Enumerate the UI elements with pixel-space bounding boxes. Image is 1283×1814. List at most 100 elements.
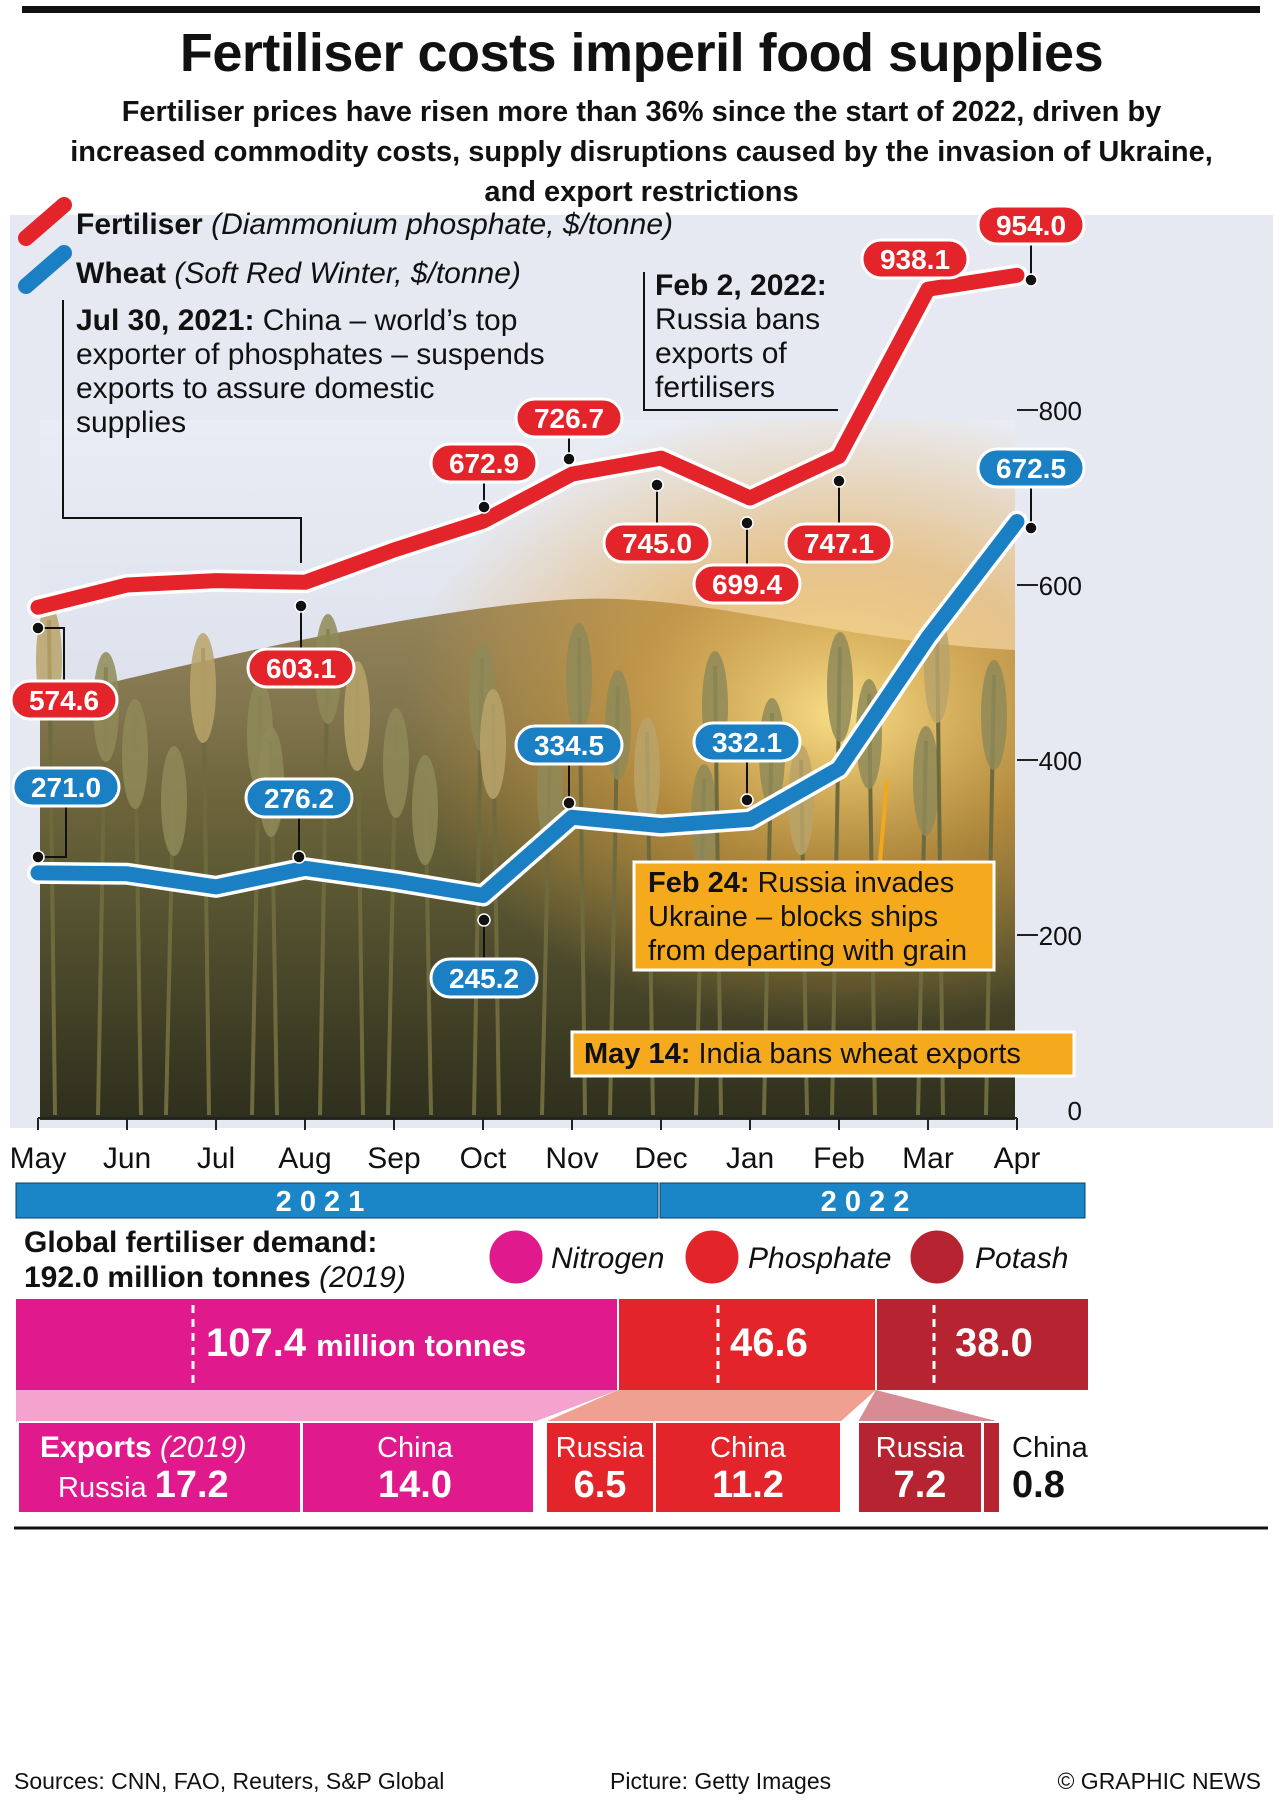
nitrogen-funnel: [16, 1390, 618, 1422]
phosphate-china-name: China: [710, 1432, 787, 1464]
fertiliser-value-label: 672.9: [449, 448, 519, 479]
y-tick-label: 600: [1039, 571, 1082, 601]
fertiliser-legend-swatch: [18, 197, 72, 246]
india-annotation: May 14: India bans wheat exports: [584, 1038, 1021, 1070]
phosphate-china-value: 11.2: [712, 1464, 784, 1506]
y-axis: 0 200 400 600 800: [1017, 396, 1082, 1126]
picture-credit: Picture: Getty Images: [610, 1768, 832, 1794]
x-tick-label: Apr: [994, 1142, 1041, 1175]
data-point-marker: [294, 599, 308, 613]
wheat-value-pill: [244, 777, 354, 819]
data-point-marker: [31, 621, 45, 635]
x-tick-label: May: [10, 1142, 67, 1175]
data-point-marker: [562, 452, 576, 466]
data-point-marker: [477, 913, 491, 927]
wheat-value-label: 332.1: [712, 727, 782, 758]
fertiliser-value-pill: [429, 442, 539, 484]
nitrogen-russia-export: [17, 1421, 302, 1514]
demand-total: 192.0 million tonnes (2019): [24, 1261, 406, 1294]
phosphate-legend-label: Phosphate: [748, 1242, 891, 1275]
russia-ban-line1: Russia bans: [655, 303, 820, 336]
phosphate-segment: [618, 1298, 876, 1390]
potash-segment: [876, 1298, 1088, 1390]
potash-china-value: 0.8: [1012, 1464, 1065, 1506]
fertiliser-value-pill: [602, 522, 712, 564]
y-tick-label: 800: [1039, 396, 1082, 426]
wheat-value-pill: [514, 724, 624, 766]
page-subtitle: Fertiliser prices have risen more than 3…: [70, 96, 1213, 208]
invasion-line2: Ukraine – blocks ships: [648, 901, 938, 933]
sources-credit: Sources: CNN, FAO, Reuters, S&P Global: [14, 1768, 445, 1794]
data-point-marker: [832, 474, 846, 488]
year-2022-label: 2 0 2 2: [821, 1186, 910, 1218]
x-tick-label: Oct: [460, 1142, 507, 1175]
x-tick-label: Feb: [813, 1142, 865, 1175]
nitrogen-china-export: [301, 1421, 535, 1514]
fertiliser-value-label: 699.4: [712, 569, 782, 600]
wheat-value-label: 276.2: [264, 783, 334, 814]
wheat-ear: [161, 746, 187, 856]
label-leader: [38, 805, 67, 858]
demand-heading: Global fertiliser demand:: [24, 1226, 377, 1259]
x-axis: May Jun Jul Aug Sep Oct Nov Dec Jan Feb Mar Apr: [10, 1118, 1041, 1175]
x-tick-label: Nov: [545, 1142, 598, 1175]
data-point-marker: [562, 796, 576, 810]
wheat-ear: [480, 689, 506, 799]
potash-legend-dot: [907, 1227, 967, 1287]
year-2021-band: [15, 1182, 659, 1219]
x-tick-label: Aug: [278, 1142, 331, 1175]
wheat-ear: [190, 633, 216, 743]
wheat-ear: [122, 699, 148, 809]
fertiliser-value-label: 603.1: [266, 653, 336, 684]
russia-ban-leader: [643, 272, 838, 411]
phosphate-russia-value: 6.5: [574, 1464, 627, 1506]
nitrogen-demand-value: 107.4 million tonnes: [206, 1321, 526, 1365]
year-2022-band: [659, 1182, 1086, 1219]
copyright: © GRAPHIC NEWS: [1057, 1768, 1261, 1794]
china-leader-line: [62, 300, 302, 563]
data-point-marker: [477, 500, 491, 514]
invasion-line3: from departing with grain: [648, 935, 967, 967]
wheat-value-pill: [11, 766, 121, 808]
nitrogen-china-name: China: [377, 1432, 454, 1464]
potash-russia-name: Russia: [876, 1432, 966, 1464]
fertiliser-value-label: 938.1: [880, 244, 950, 275]
china-annotation-line2: exporter of phosphates – suspends: [76, 338, 545, 371]
wheat-ear: [412, 755, 438, 865]
x-tick-label: Jan: [726, 1142, 774, 1175]
fertiliser-value-pill: [784, 522, 894, 564]
wheat-value-pill: [976, 447, 1086, 489]
nitrogen-russia-label: Russia 17.2: [58, 1464, 229, 1506]
fertiliser-value-label: 954.0: [996, 210, 1066, 241]
fertiliser-value-label: 726.7: [534, 403, 604, 434]
fertiliser-legend-label: Fertiliser (Diammonium phosphate, $/tonn…: [76, 208, 673, 241]
wheat-value-label: 271.0: [31, 772, 101, 803]
russia-ban-date: Feb 2, 2022:: [655, 269, 827, 302]
exports-label: Exports (2019): [40, 1431, 247, 1464]
china-annotation-line3: exports to assure domestic: [76, 372, 435, 405]
y-tick-label: 400: [1039, 746, 1082, 776]
china-annotation-line4: supplies: [76, 406, 186, 439]
potash-legend-label: Potash: [975, 1242, 1068, 1275]
data-point-marker: [1024, 273, 1038, 287]
y-tick-label: 0: [1068, 1096, 1082, 1126]
phosphate-russia-export: [545, 1421, 655, 1514]
phosphate-legend-dot: [682, 1227, 742, 1287]
y-tick-label: 200: [1039, 921, 1082, 951]
page-title: Fertiliser costs imperil food supplies: [179, 23, 1104, 83]
x-tick-label: Mar: [902, 1142, 954, 1175]
nitrogen-segment: [16, 1298, 618, 1390]
wheat-ear: [827, 632, 853, 742]
x-tick-label: Jun: [103, 1142, 151, 1175]
wheat-value-label: 245.2: [449, 963, 519, 994]
potash-russia-value: 7.2: [894, 1464, 947, 1506]
china-annotation-line1: Jul 30, 2021: China – world’s top: [76, 304, 517, 337]
data-point-marker: [740, 793, 754, 807]
russia-ban-line3: fertilisers: [655, 371, 775, 404]
potash-china-name: China: [1012, 1432, 1089, 1464]
data-point-marker: [31, 850, 45, 864]
fertiliser-value-label: 574.6: [29, 685, 99, 716]
x-tick-label: Sep: [367, 1142, 420, 1175]
fertiliser-value-pill: [514, 397, 624, 439]
fertiliser-value-pill: [9, 679, 119, 721]
